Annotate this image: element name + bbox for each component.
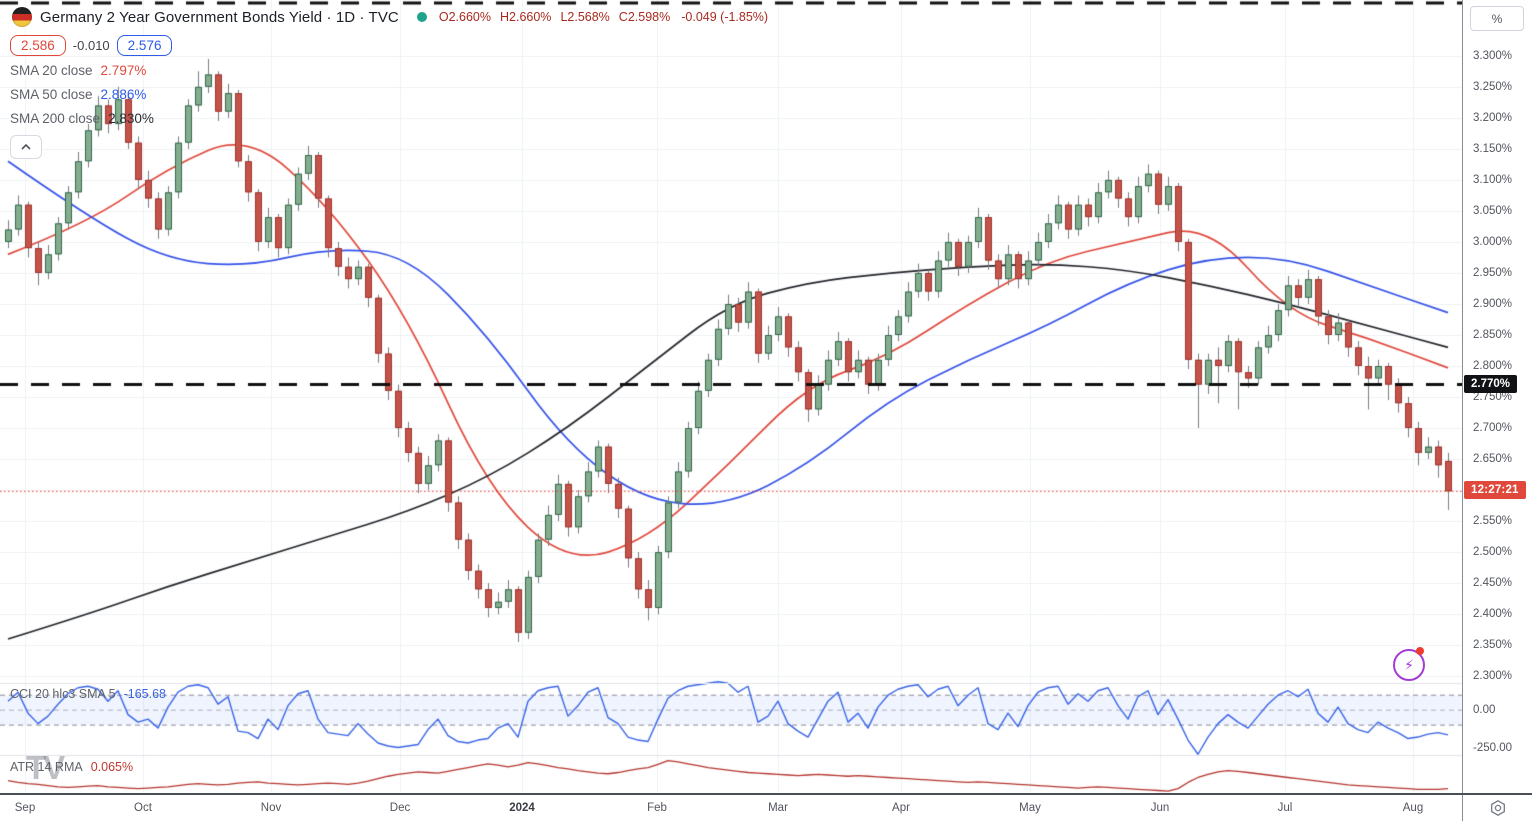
cci-value: -165.68 — [123, 687, 167, 701]
price-tick-label: 2.350% — [1473, 639, 1513, 652]
time-tick-label: Mar — [768, 802, 788, 814]
price-tick-label: 3.200% — [1473, 111, 1513, 124]
ohlc-open: O2.660% — [438, 10, 491, 24]
time-tick-label: Oct — [134, 802, 152, 814]
indicator-row-sma20[interactable]: SMA 20 close 2.797% — [10, 61, 172, 80]
time-axis-settings-cell[interactable] — [1462, 795, 1532, 821]
instant-trading-button[interactable]: ⚡ — [1393, 647, 1425, 681]
sell-price-button[interactable]: 2.586 — [10, 35, 66, 56]
chevron-up-icon — [21, 144, 31, 150]
chart-canvas[interactable] — [0, 0, 1462, 795]
indicator-row-sma50[interactable]: SMA 50 close 2.886% — [10, 85, 172, 104]
ohlc-readout: O2.660% H2.660% L2.568% C2.598% -0.049 (… — [439, 10, 768, 24]
cci-pane-legend[interactable]: CCI 20 hlc3 SMA 5 -165.68 — [10, 687, 166, 701]
indicator-label: SMA 20 close — [10, 63, 93, 78]
time-tick-label: Dec — [389, 802, 411, 814]
collapse-legend-button[interactable] — [10, 135, 42, 159]
price-tick-label: 3.300% — [1473, 49, 1513, 62]
indicator-row-sma200[interactable]: SMA 200 close 2.830% — [10, 109, 172, 128]
gear-icon — [1491, 800, 1505, 816]
symbol-title[interactable]: Germany 2 Year Government Bonds Yield · … — [40, 8, 399, 26]
price-axis[interactable]: % 2.770% 12:27:21 3.300% 3.250% 3.200% 3.15… — [1462, 0, 1532, 795]
time-tick-label: 2024 — [509, 802, 535, 814]
lightning-icon: ⚡ — [1393, 649, 1425, 681]
chart-legend: 2.586 -0.010 2.576 SMA 20 close 2.797% S… — [10, 35, 173, 159]
ohlc-low: L2.568% — [560, 10, 610, 24]
percent-unit-button[interactable]: % — [1470, 6, 1524, 31]
price-tick-label: 2.300% — [1473, 670, 1513, 683]
price-tick-label: 3.250% — [1473, 80, 1513, 93]
time-tick-label: Feb — [647, 802, 667, 814]
price-tick-label: 2.500% — [1473, 546, 1513, 559]
price-tick-label: 3.050% — [1473, 204, 1513, 217]
time-tick-label: Jun — [1150, 802, 1170, 814]
ohlc-change: -0.049 (-1.85%) — [681, 10, 769, 24]
price-tick-label: 2.950% — [1473, 266, 1513, 279]
indicator-value: 2.797% — [100, 63, 147, 78]
notification-dot — [1416, 647, 1424, 655]
indicator-label: SMA 200 close — [10, 111, 101, 126]
quote-row: 2.586 -0.010 2.576 — [10, 35, 173, 56]
time-tick-label: Apr — [892, 802, 910, 814]
atr-pane-legend[interactable]: ATR 14 RMA 0.065% — [10, 760, 133, 774]
ohlc-high: H2.660% — [500, 10, 552, 24]
time-tick-label: Sep — [14, 802, 36, 814]
bar-countdown-label: 12:27:21 — [1464, 481, 1526, 500]
atr-value: 0.065% — [90, 760, 134, 774]
germany-flag-icon — [12, 7, 32, 27]
indicator-value: 2.886% — [100, 87, 147, 102]
price-tick-label: 2.850% — [1473, 328, 1513, 341]
time-tick-label: Nov — [260, 802, 282, 814]
cci-tick-label: -250.00 — [1473, 741, 1513, 754]
time-axis[interactable]: Sep Oct Nov Dec 2024 Feb Mar Apr May Jun Jul Aug — [0, 795, 1462, 821]
indicator-label: SMA 50 close — [10, 87, 93, 102]
price-tick-label: 3.100% — [1473, 173, 1513, 186]
cci-tick-label: 0.00 — [1473, 704, 1496, 717]
buy-price-button[interactable]: 2.576 — [116, 35, 173, 56]
price-level-label: 2.770% — [1464, 374, 1518, 393]
tradingview-watermark: TV — [26, 749, 65, 786]
time-tick-label: Jul — [1277, 802, 1293, 814]
price-tick-label: 2.450% — [1473, 577, 1513, 590]
cci-label: CCI 20 hlc3 SMA 5 — [10, 687, 116, 701]
chart-header: Germany 2 Year Government Bonds Yield · … — [12, 7, 768, 27]
market-status-icon — [416, 12, 427, 22]
time-tick-label: Aug — [1402, 802, 1424, 814]
atr-label: ATR 14 RMA — [10, 760, 83, 774]
price-tick-label: 3.150% — [1473, 142, 1513, 155]
price-tick-label: 2.700% — [1473, 422, 1513, 435]
price-tick-label: 2.800% — [1473, 360, 1513, 372]
price-tick-label: 2.550% — [1473, 515, 1513, 528]
price-tick-label: 2.900% — [1473, 297, 1513, 310]
quote-spread: -0.010 — [72, 38, 110, 53]
price-tick-label: 2.750% — [1473, 391, 1513, 404]
pane-bottom-frame — [0, 793, 1532, 795]
indicator-value: 2.830% — [108, 111, 154, 126]
price-tick-label: 2.650% — [1473, 453, 1513, 466]
price-tick-label: 2.400% — [1473, 608, 1513, 621]
time-tick-label: May — [1019, 802, 1041, 814]
ohlc-close: C2.598% — [618, 10, 671, 24]
price-tick-label: 3.000% — [1473, 235, 1513, 248]
